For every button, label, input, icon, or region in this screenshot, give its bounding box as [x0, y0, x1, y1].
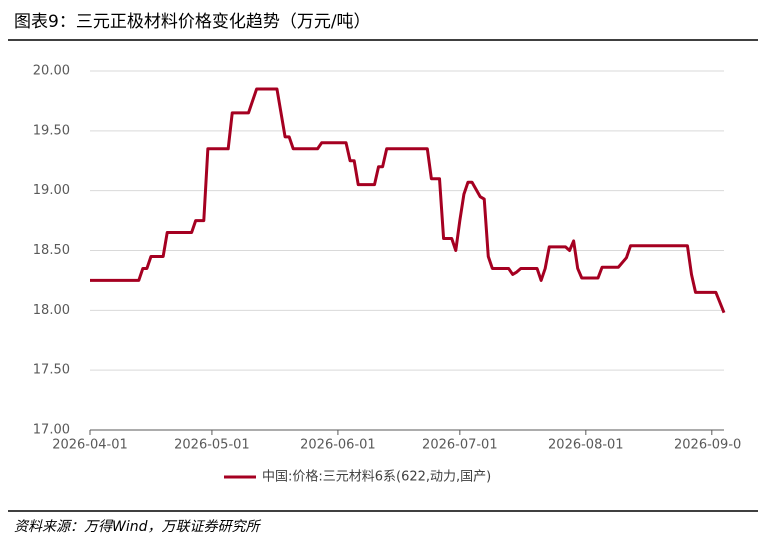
legend-label: 中国:价格:三元材料6系(622,动力,国产) — [262, 469, 491, 485]
x-tick-label: 2026-05-01 — [174, 438, 250, 453]
y-tick-label: 18.00 — [33, 303, 70, 318]
x-tick-label: 2026-09-01 — [674, 438, 750, 453]
chart-title: 图表9：三元正极材料价格变化趋势（万元/吨） — [14, 12, 371, 32]
y-tick-label: 19.50 — [33, 123, 70, 138]
series-line — [90, 87, 726, 314]
y-tick-label: 20.00 — [33, 64, 70, 79]
y-tick-label: 17.50 — [33, 363, 70, 378]
y-tick-label: 17.00 — [33, 423, 70, 438]
x-tick-label: 2026-07-01 — [422, 438, 498, 453]
source: 资料来源：万得Wind，万联证券研究所 — [14, 519, 261, 535]
x-tick-label: 2026-04-01 — [52, 438, 128, 453]
y-tick-label: 19.00 — [33, 183, 70, 198]
x-tick-label: 2026-06-01 — [300, 438, 376, 453]
y-tick-label: 18.50 — [33, 243, 70, 258]
x-tick-label: 2026-08-01 — [548, 438, 624, 453]
